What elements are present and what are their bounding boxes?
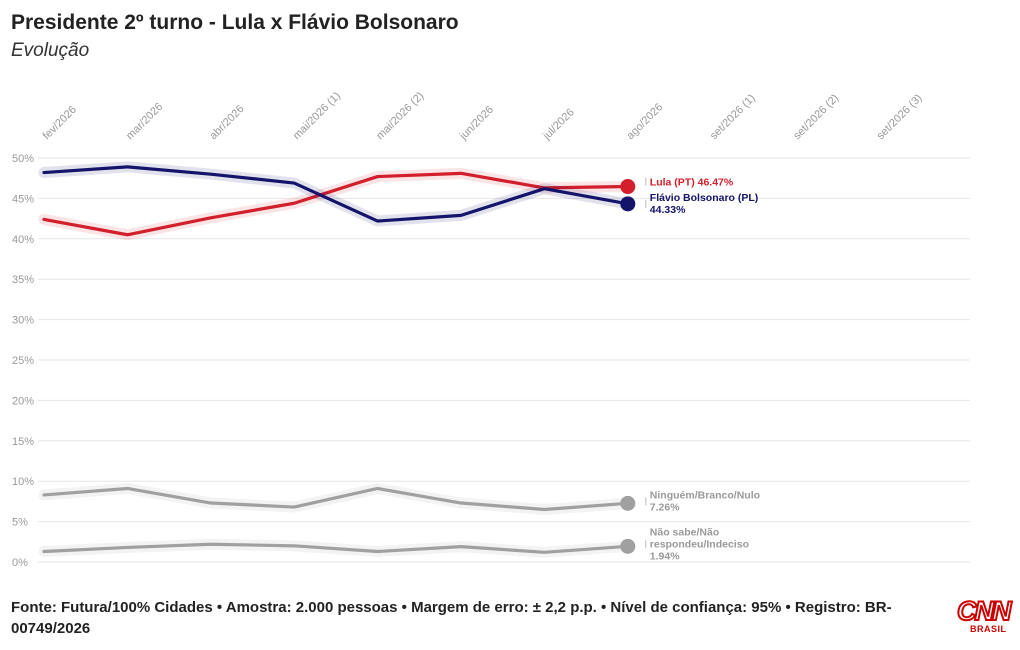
series-end-label: Lula (PT) 46.47% — [650, 177, 734, 189]
x-tick-label: mai/2026 (1) — [291, 90, 343, 142]
y-tick-label: 30% — [12, 315, 34, 327]
x-tick-label: jul/2026 — [540, 106, 576, 142]
series-end-label: 1.94% — [650, 550, 680, 562]
x-tick-label: set/2026 (3) — [875, 92, 925, 142]
series-end-label: Flávio Bolsonaro (PL) — [650, 192, 759, 204]
x-tick-label: ago/2026 — [624, 101, 665, 142]
series-end-marker — [620, 179, 636, 195]
x-tick-label: set/2026 (1) — [708, 92, 758, 142]
y-tick-label: 50% — [12, 153, 34, 165]
x-tick-label: jun/2026 — [457, 104, 496, 143]
chart-title: Presidente 2º turno - Lula x Flávio Bols… — [11, 11, 459, 34]
series-end-marker — [620, 196, 636, 212]
y-tick-label: 45% — [12, 193, 34, 205]
x-tick-label: mar/2026 — [124, 101, 165, 142]
x-tick-label: mai/2026 (2) — [374, 90, 426, 142]
x-tick-label: fev/2026 — [41, 104, 79, 142]
x-tick-label: abr/2026 — [207, 103, 246, 142]
series-end-marker — [620, 495, 636, 511]
series-end-label: 44.33% — [650, 204, 686, 216]
series-end-label: respondeu/Indeciso — [650, 538, 749, 550]
series-line — [42, 486, 630, 512]
series-end-label: Não sabe/Não — [650, 526, 719, 538]
y-tick-label: 35% — [12, 274, 34, 286]
y-tick-label: 0% — [12, 557, 28, 569]
chart-subtitle: Evolução — [11, 40, 90, 61]
y-tick-label: 5% — [12, 517, 28, 529]
y-tick-label: 15% — [12, 436, 34, 448]
x-tick-label: set/2026 (2) — [791, 92, 841, 142]
series-end-marker — [620, 538, 636, 554]
series-end-label: 7.26% — [650, 501, 680, 513]
series-end-label: Ninguém/Branco/Nulo — [650, 489, 760, 501]
series-line — [42, 165, 630, 223]
line-chart: 0% 5% 10% 15% 20% 25% 30% 35% 40% 45% 50% fev/2026 m… — [12, 90, 970, 569]
logo-main-text: CNN — [956, 595, 1012, 627]
cnn-brasil-logo: CNN BRASIL — [956, 595, 1015, 636]
series-line — [42, 542, 630, 554]
logo-sub-text: BRASIL — [970, 624, 1007, 634]
y-tick-label: 20% — [12, 395, 34, 407]
y-tick-label: 10% — [12, 476, 34, 488]
y-tick-label: 40% — [12, 234, 34, 246]
y-tick-label: 25% — [12, 355, 34, 367]
series-line — [42, 171, 630, 237]
source-footer: Fonte: Futura/100% Cidades • Amostra: 2.… — [11, 599, 892, 637]
